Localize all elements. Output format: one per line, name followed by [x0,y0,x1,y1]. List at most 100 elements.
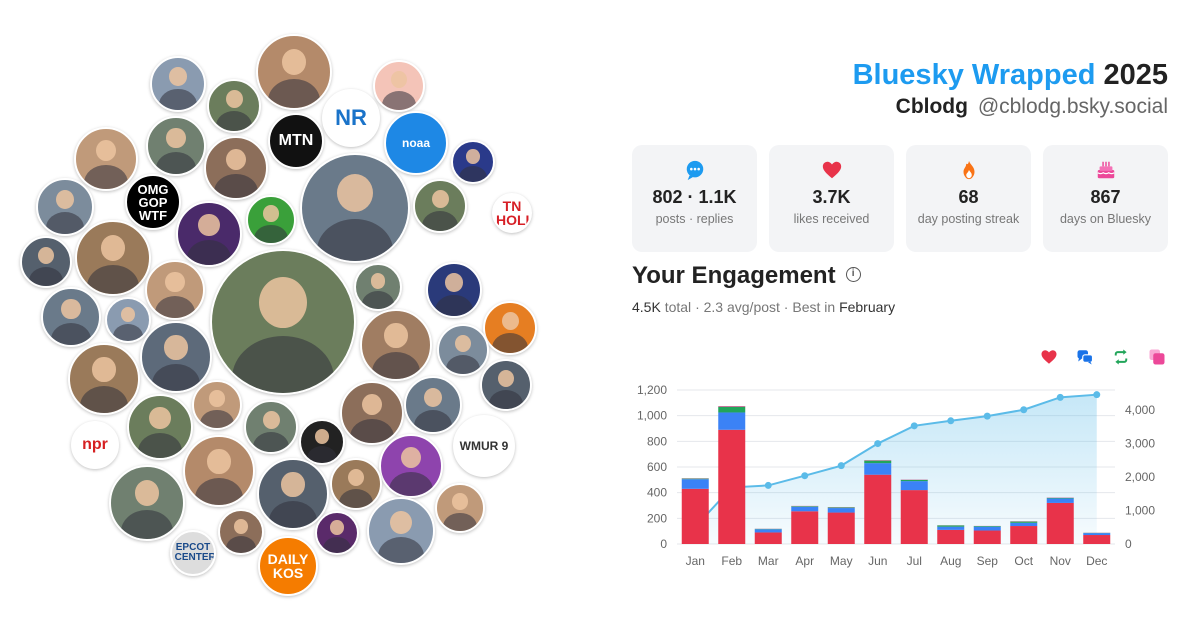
avatar[interactable] [183,435,255,507]
avatar[interactable] [300,153,410,263]
x-tick-label: Oct [1014,554,1033,568]
cumulative-point [801,472,809,480]
avatar[interactable] [210,249,356,395]
avatar[interactable] [244,400,298,454]
avatar-logo-text: OMG GOP WTF [137,181,169,223]
bar-segment [1010,521,1038,523]
bar-segment [900,490,928,544]
stat-value: 68 [958,187,979,207]
avatar[interactable] [437,324,489,376]
repost-icon[interactable] [1112,348,1130,366]
cumulative-line [694,393,1097,528]
avatar[interactable] [207,79,261,133]
engagement-total: 4.5K [632,299,661,315]
avatar[interactable] [204,136,268,200]
bar-segment [864,460,892,464]
avatar[interactable] [360,309,432,381]
avatar[interactable] [367,497,435,565]
avatar[interactable] [68,343,140,415]
avatar[interactable] [299,419,345,465]
engagement-best-prefix: Best in [792,299,836,315]
avatar[interactable] [192,380,242,430]
avatar[interactable]: WMUR 9 [453,415,515,477]
avatar[interactable] [451,140,495,184]
avatar[interactable] [354,263,402,311]
stats-row: 802 · 1.1K posts · replies 3.7K likes re… [632,145,1168,252]
avatar[interactable] [145,260,205,320]
avatar[interactable]: DAILY KOS [258,536,318,596]
avatar[interactable] [480,359,532,411]
avatar[interactable] [218,509,264,555]
avatar[interactable] [150,56,206,112]
avatar[interactable] [105,297,151,343]
bar-segment [864,463,892,475]
avatar[interactable]: npr [71,421,119,469]
avatar[interactable] [36,178,94,236]
avatar[interactable]: OMG GOP WTF [125,174,181,230]
bar-segment [718,406,746,413]
avatar[interactable] [340,381,404,445]
avatar-logo-text: TN HOLLER [496,198,530,228]
bar-segment [827,507,855,509]
bar-segment [864,474,892,544]
avatar[interactable] [483,301,537,355]
avatar[interactable] [140,321,212,393]
quote-icon[interactable] [1148,348,1166,366]
heart-icon[interactable] [1040,348,1058,366]
avatar[interactable] [256,34,332,110]
avatar[interactable] [426,262,482,318]
x-tick-label: Aug [940,554,961,568]
x-tick-label: Feb [721,554,742,568]
engagement-summary: 4.5K total · 2.3 avg/post · Best in Febr… [632,299,896,315]
avatar[interactable]: EPCOT CENTER [170,530,216,576]
bar-segment [791,506,819,512]
bar-segment [937,526,965,530]
stat-label: day posting streak [917,212,1020,226]
bar-segment [973,526,1001,531]
avatar[interactable]: TN HOLLER [492,193,532,233]
user-identity: Cblodg @cblodg.bsky.social [853,95,1168,119]
avatar[interactable] [109,465,185,541]
bar-segment [718,412,746,430]
avatar-logo-text: noaa [401,136,430,150]
avatar[interactable] [257,458,329,530]
avatar[interactable]: noaa [384,111,448,175]
bar-segment [937,525,965,527]
year-label: 2025 [1103,59,1168,91]
x-tick-label: Jan [686,554,705,568]
avatar[interactable] [315,511,359,555]
avatar[interactable] [74,127,138,191]
avatar[interactable] [373,60,425,112]
avatar[interactable] [404,376,462,434]
bar-segment [1046,498,1074,503]
bar-segment [754,529,782,533]
avatar[interactable]: MTN [268,113,324,169]
x-tick-label: Jun [868,554,887,568]
display-name: Cblodg [895,95,968,118]
y-tick-label: 800 [647,434,667,448]
bar-segment [681,488,709,544]
bar-segment [1046,497,1074,499]
avatar-logo-text: NR [335,105,367,130]
avatar-logo-text: npr [82,436,108,453]
avatar[interactable]: NR [322,89,380,147]
y2-tick-label: 3,000 [1125,437,1155,451]
bar-segment [754,532,782,544]
bar-segment [827,508,855,513]
avatar[interactable] [435,483,485,533]
avatar-logo-text: EPCOT CENTER [174,542,216,563]
avatar[interactable] [20,236,72,288]
avatar[interactable] [379,434,443,498]
avatar[interactable] [413,179,467,233]
stat-card-posts: 802 · 1.1K posts · replies [632,145,757,252]
avatar[interactable] [330,458,382,510]
reply-bubbles-icon[interactable] [1076,348,1094,366]
bar-segment [1083,535,1111,544]
info-icon[interactable]: i [845,267,861,283]
avatar[interactable] [41,287,101,347]
avatar[interactable] [75,220,151,296]
avatar[interactable] [246,195,296,245]
avatar[interactable] [176,201,242,267]
avatar[interactable] [146,116,206,176]
avatar[interactable] [127,394,193,460]
